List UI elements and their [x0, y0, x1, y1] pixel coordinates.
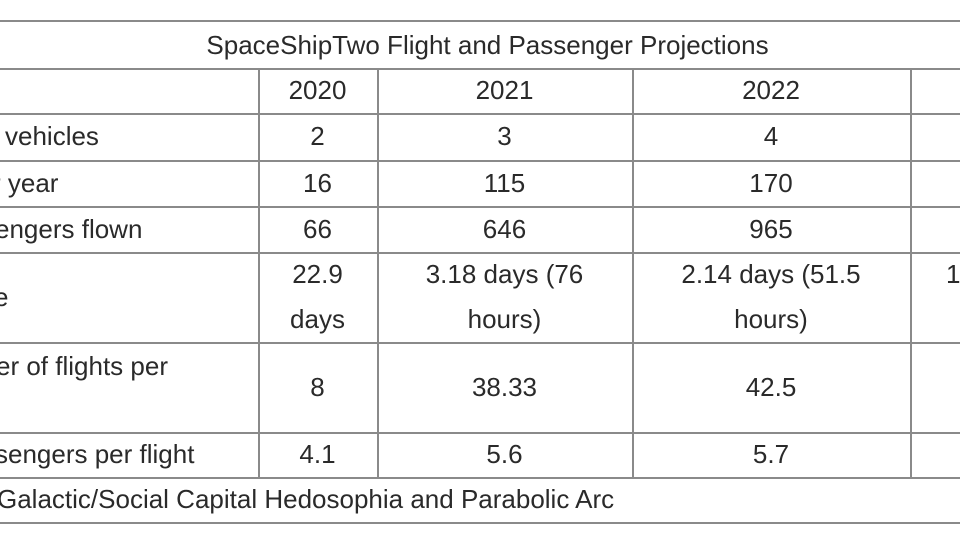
grid-line	[0, 206, 960, 208]
cell: 4.1	[299, 439, 336, 469]
cell: 2	[310, 121, 325, 151]
grid-line	[0, 477, 960, 479]
grid-line	[632, 68, 634, 477]
grid-line	[0, 113, 960, 115]
cell: 1	[946, 259, 960, 289]
border	[0, 522, 960, 524]
cell: 38.33	[471, 371, 538, 402]
column-header: 2022	[742, 75, 800, 105]
cell: 22.9 days	[290, 259, 345, 334]
cell: 3	[497, 121, 512, 151]
cell: 5.7	[752, 439, 790, 469]
grid-line	[258, 68, 260, 477]
cell: 965	[749, 213, 793, 244]
grid-line	[910, 68, 912, 477]
column-header: 2021	[475, 75, 534, 105]
grid-line	[0, 342, 960, 344]
cell: 66	[303, 213, 332, 244]
cell: 8	[310, 371, 325, 402]
cell: 4	[763, 121, 779, 151]
cell: 16	[303, 167, 332, 198]
row-label: sengers per flight	[0, 439, 195, 469]
row-label: e	[0, 281, 9, 312]
cell: 170	[749, 167, 793, 198]
grid-line	[0, 160, 960, 162]
grid-line	[0, 432, 960, 434]
table-title: SpaceShipTwo Flight and Passenger Projec…	[206, 29, 769, 60]
cell: 115	[483, 167, 526, 198]
cell: 2.14 days (51.5 hours)	[681, 259, 861, 334]
grid-line	[0, 252, 960, 254]
row-label: r year	[0, 167, 59, 198]
row-label: er of flights per	[0, 351, 168, 381]
cell: 5.6	[486, 439, 523, 469]
row-label: vehicles	[5, 121, 99, 151]
cell: 646	[482, 213, 527, 244]
border	[0, 20, 960, 22]
column-header: 2020	[288, 75, 347, 105]
grid-line	[377, 68, 379, 477]
source: Galactic/Social Capital Hedosophia and P…	[0, 484, 615, 514]
cell: 42.5	[745, 371, 797, 402]
row-label: engers flown	[0, 213, 143, 244]
cell: 3.18 days (76 hours)	[425, 259, 584, 334]
grid-line	[0, 68, 960, 70]
